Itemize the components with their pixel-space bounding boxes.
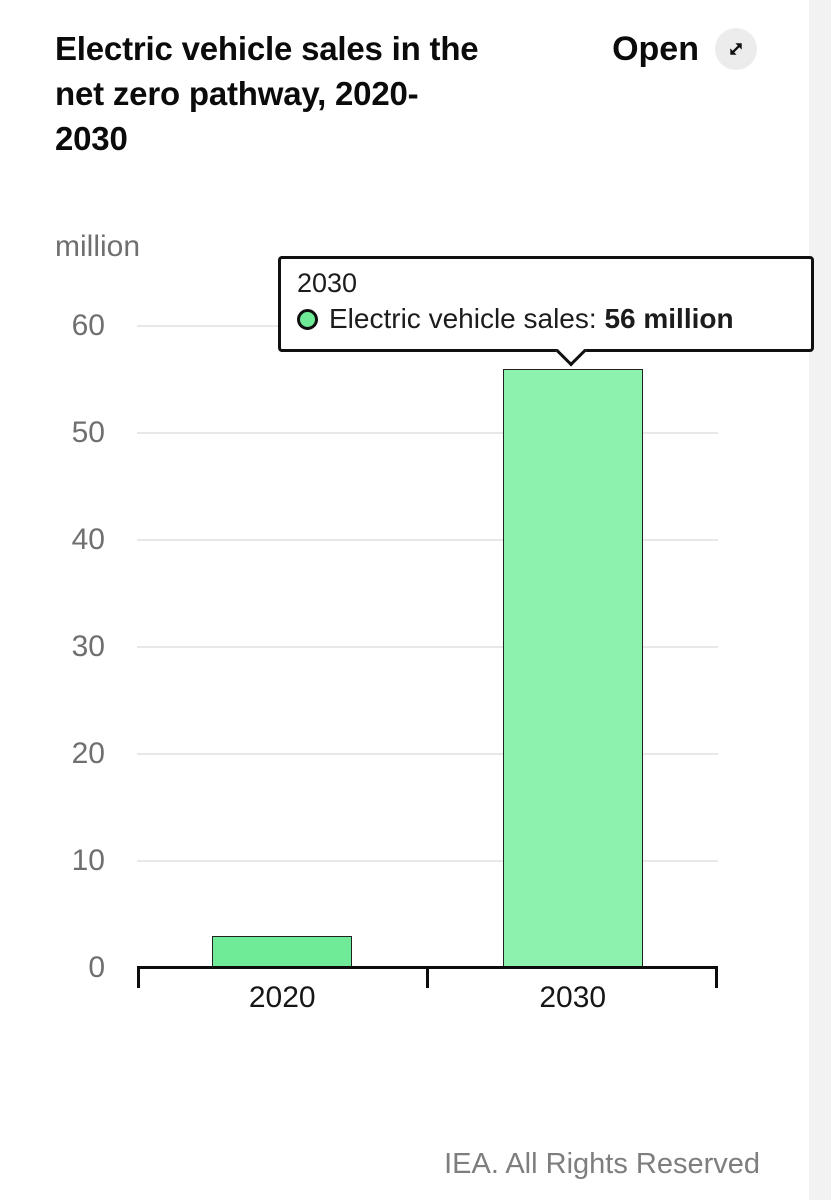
- y-tick-label-30: 30: [71, 630, 105, 663]
- x-axis-tick-left: [137, 966, 140, 988]
- tooltip-series-row: Electric vehicle sales: 56 million: [297, 303, 797, 335]
- y-axis-unit-label: million: [55, 230, 141, 263]
- series-marker-icon: [297, 308, 318, 330]
- bars: [137, 326, 718, 968]
- gridline-20: [137, 753, 718, 755]
- copyright-credit: IEA. All Rights Reserved: [444, 1148, 760, 1180]
- open-button-label: Open: [612, 29, 699, 68]
- y-tick-label-10: 10: [71, 844, 105, 877]
- x-axis-labels: 2020 2030: [137, 981, 718, 1021]
- y-tick-label-40: 40: [71, 523, 105, 556]
- open-button[interactable]: Open: [612, 28, 757, 70]
- tooltip-series-text: Electric vehicle sales: 56 million: [329, 303, 734, 335]
- gridline-10: [137, 860, 718, 862]
- plot-area: [137, 325, 718, 968]
- page-title-line-3: 2030: [55, 120, 128, 157]
- page-title-line-2: net zero pathway, 2020-: [55, 75, 419, 112]
- y-tick-label-60: 60: [71, 309, 105, 342]
- gridline-40: [137, 539, 718, 541]
- page-title-line-1: Electric vehicle sales in the: [55, 30, 479, 67]
- y-tick-label-0: 0: [88, 951, 105, 984]
- tooltip-category: 2030: [297, 268, 358, 298]
- page-title: Electric vehicle sales in the net zero p…: [55, 26, 479, 161]
- bar-2030[interactable]: [502, 368, 643, 968]
- x-category-label-2030: 2030: [539, 981, 607, 1014]
- y-tick-label-20: 20: [71, 737, 105, 770]
- y-axis-labels: 0 10 20 30 40 50 60: [0, 311, 105, 983]
- gridline-30: [137, 646, 718, 648]
- expand-diagonal-arrow-icon[interactable]: [715, 28, 757, 70]
- y-tick-label-50: 50: [71, 416, 105, 449]
- tooltip-series-label: Electric vehicle sales:: [329, 303, 605, 334]
- tooltip: 2030 Electric vehicle sales: 56 million: [278, 256, 814, 367]
- x-category-label-2020: 2020: [248, 981, 316, 1014]
- x-axis-tick-middle: [426, 966, 429, 988]
- bar-2020[interactable]: [212, 935, 353, 968]
- scrollbar-track[interactable]: [809, 0, 831, 1200]
- x-axis-tick-right: [715, 966, 718, 988]
- gridline-50: [137, 432, 718, 434]
- tooltip-value: 56 million: [604, 303, 734, 334]
